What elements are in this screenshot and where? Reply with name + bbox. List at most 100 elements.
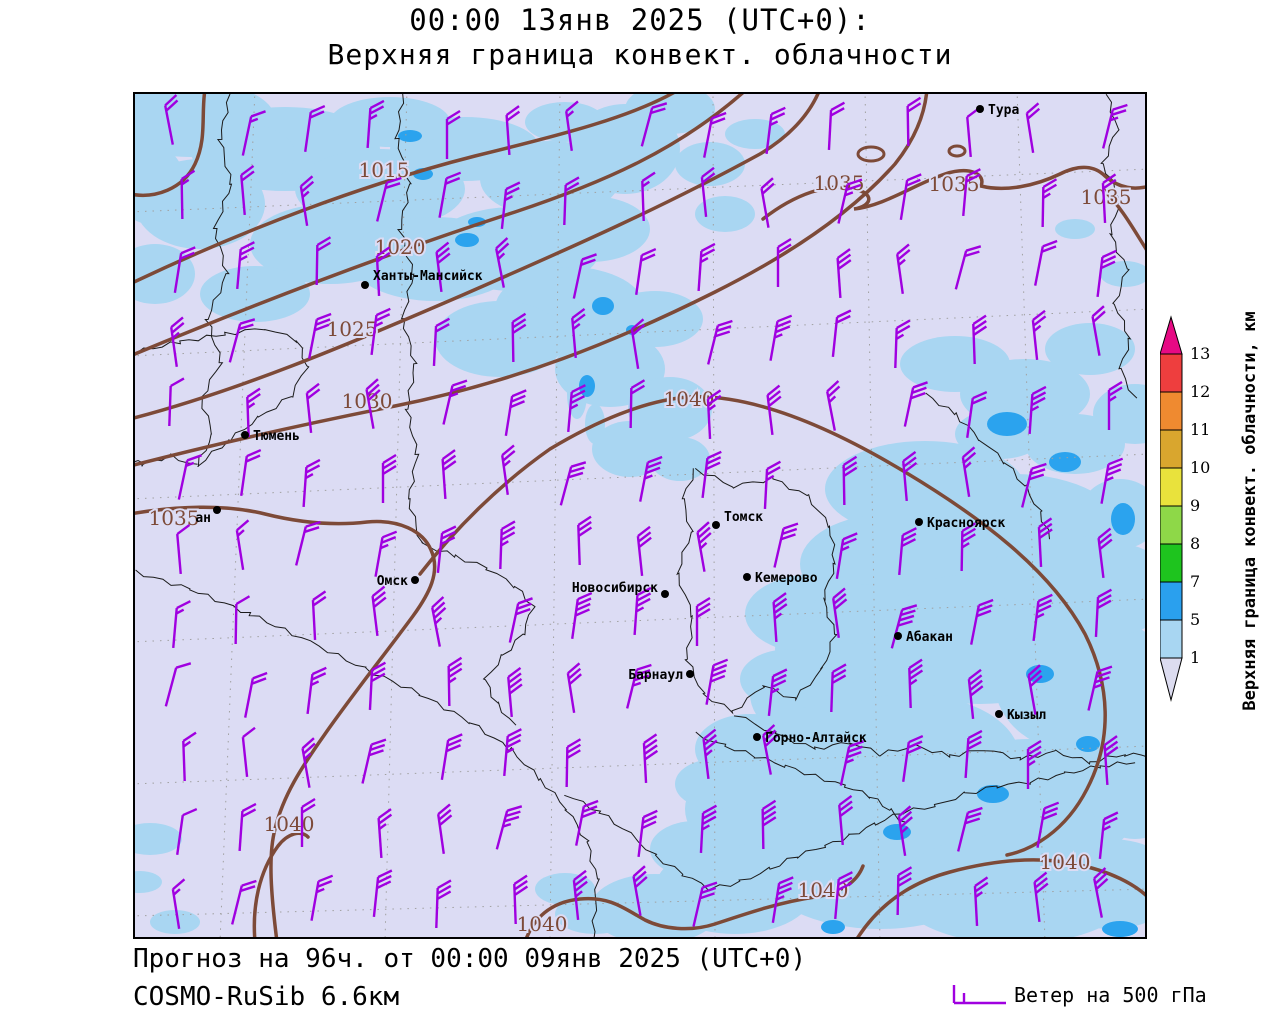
- cities-layer: Тура Ханты-Мансийск Тюмень ан Омск Томск Кемер…: [195, 103, 1046, 746]
- wind-barb: [565, 100, 579, 151]
- wind-barb: [1103, 735, 1119, 786]
- title-datetime: 00:00 13янв 2025 (UTC+0):: [409, 3, 871, 37]
- wind-barb: [703, 111, 727, 158]
- wind-barb: [639, 455, 663, 502]
- map-svg: 1015 1020 1025 1030 1035 1035 1035 1035 1040 1040…: [135, 94, 1145, 937]
- wind-barb: [571, 308, 586, 359]
- city-label: Барнаул: [628, 668, 683, 683]
- city-label: Тюмень: [253, 429, 300, 444]
- wind-barb: [177, 454, 202, 500]
- wind-barb: [696, 521, 712, 572]
- wind-barb: [899, 173, 922, 220]
- wind-barb: [1031, 309, 1047, 361]
- wind-barb: [831, 309, 852, 358]
- city-label: Кемерово: [755, 571, 818, 586]
- city-marker: [915, 518, 923, 526]
- wind-barb: [442, 379, 468, 425]
- wind-barb: [240, 448, 262, 496]
- city-label: Тура: [988, 103, 1019, 118]
- wind-barb: [315, 236, 332, 286]
- wind-barb: [381, 453, 397, 503]
- graticule-layer: [135, 94, 1145, 937]
- wind-barb: [767, 668, 788, 717]
- colorbar-tick-label: 7: [1190, 572, 1200, 591]
- wind-barb: [435, 879, 452, 929]
- wind-barb: [308, 312, 332, 359]
- wind-barb: [182, 731, 197, 782]
- city-label: Горно-Алтайск: [765, 731, 867, 746]
- wind-barb: [832, 587, 848, 638]
- wind-barb: [1091, 305, 1106, 356]
- wind-barb: [508, 597, 533, 643]
- isobar-label: 1035: [1081, 185, 1132, 209]
- city-marker: [753, 733, 761, 741]
- wind-barb: [164, 94, 179, 145]
- wind-barb: [695, 596, 711, 646]
- wind-barb: [495, 805, 523, 850]
- wind-barb: [513, 874, 529, 925]
- wind-barb: [902, 734, 924, 782]
- colorbar-tick-label: 5: [1190, 610, 1200, 629]
- wind-barb: [842, 455, 858, 506]
- isobar-label: 1040: [517, 912, 568, 936]
- wind-barb: [762, 724, 778, 775]
- wind-barb: [366, 99, 385, 149]
- wind-barb: [432, 317, 451, 367]
- isobar-label: 1040: [264, 812, 315, 836]
- city-label: Абакан: [906, 630, 953, 645]
- isobar-label: 1025: [327, 317, 378, 341]
- wind-barb: [503, 728, 522, 777]
- wind-barb: [625, 663, 652, 709]
- footer-forecast-text: Прогноз на 96ч. от 00:00 09янв 2025 (UTC…: [133, 944, 807, 974]
- wind-barb: [967, 668, 984, 720]
- wind-barb: [906, 96, 922, 147]
- colorbar-tick-label: 10: [1190, 458, 1210, 477]
- wind-barb: [304, 104, 326, 152]
- wind-barb: [241, 726, 256, 778]
- wind-barb: [706, 389, 722, 440]
- wind-barb: [500, 181, 521, 230]
- isobars-layer: 1015 1020 1025 1030 1035 1035 1035 1035 1040 1040…: [135, 94, 1145, 937]
- wind-barb: [572, 869, 588, 921]
- wind-barb: [435, 241, 451, 292]
- wind-barb: [235, 519, 250, 570]
- wind-barb: [830, 663, 847, 713]
- wind-barb: [565, 738, 582, 788]
- wind-barb: [699, 804, 718, 854]
- wind-barb: [1033, 871, 1049, 922]
- isobar-label: 1020: [375, 235, 426, 259]
- wind-barb: [1087, 665, 1113, 711]
- wind-barb: [1026, 739, 1042, 789]
- wind-barb: [236, 241, 255, 290]
- city-marker: [661, 590, 669, 598]
- wind-barb: [238, 802, 257, 852]
- wind-barb: [692, 881, 718, 927]
- wind-barb: [636, 525, 652, 577]
- wind-barb: [776, 237, 792, 287]
- city-marker: [361, 281, 369, 289]
- wind-barb: [172, 600, 191, 649]
- wind-barb: [954, 245, 982, 290]
- wind-barb: [765, 106, 786, 154]
- wind-barb: [441, 449, 457, 500]
- isobar-label: 1035: [929, 172, 980, 196]
- wind-barb: [827, 101, 846, 151]
- city-label: Омск: [377, 574, 408, 589]
- wind-barb: [836, 248, 852, 299]
- wind-barb: [501, 444, 516, 495]
- wind-barb: [505, 105, 521, 156]
- wind-barb: [310, 874, 334, 921]
- wind-barb: [1028, 385, 1047, 435]
- wind-barb: [834, 871, 853, 920]
- wind-barb: [571, 591, 593, 639]
- wind-barb: [499, 520, 516, 570]
- wind-barb: [835, 532, 858, 579]
- wind-barb: [898, 527, 917, 576]
- wind-barb: [180, 169, 196, 220]
- wind-barb: [966, 390, 988, 438]
- wind-barb: [299, 175, 315, 226]
- map-panel: 1015 1020 1025 1030 1035 1035 1035 1035 1040 1040…: [133, 92, 1147, 939]
- wind-barb: [838, 795, 854, 846]
- wind-barb: [1025, 102, 1041, 153]
